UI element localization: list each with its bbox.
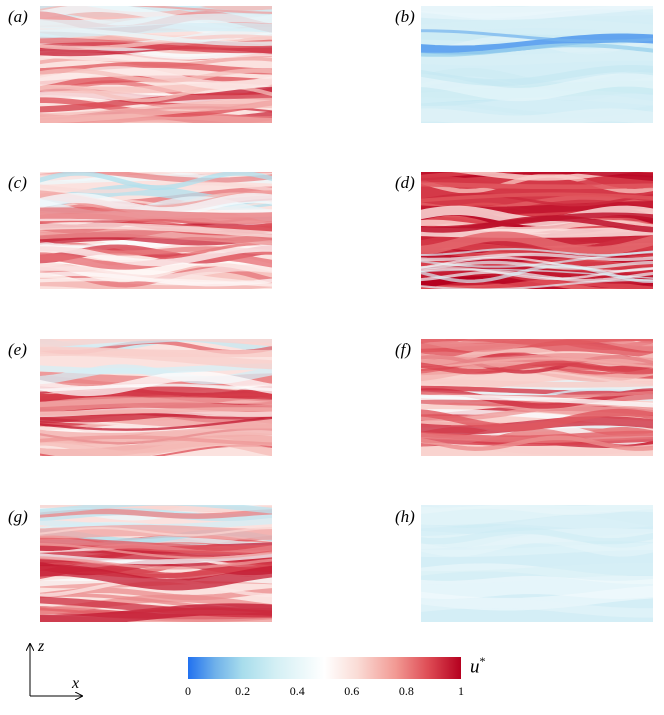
- colorbar-tick: 0.4: [289, 684, 305, 698]
- velocity-field-b: [421, 6, 653, 123]
- colorbar: [188, 657, 461, 679]
- velocity-field-a: [40, 6, 272, 123]
- velocity-field-c: [40, 172, 272, 289]
- panel-label-f: (f): [395, 340, 412, 359]
- colorbar-tick: 0: [185, 684, 191, 698]
- panel-label-g: (g): [8, 507, 28, 526]
- panel-label-h: (h): [395, 507, 415, 526]
- panel-label-d: (d): [395, 173, 415, 192]
- velocity-field-g: [40, 505, 272, 622]
- panel-label-e: (e): [8, 340, 27, 359]
- axis-label-z: z: [38, 638, 45, 655]
- velocity-field-f: [421, 339, 653, 456]
- panel-label-b: (b): [395, 7, 415, 26]
- colorbar-tick: 0.6: [344, 684, 360, 698]
- colorbar-tick: 0.2: [235, 684, 251, 698]
- panel-label-a: (a): [8, 7, 28, 26]
- colorbar-tick: 1: [458, 684, 464, 698]
- coordinate-axes: [16, 640, 106, 710]
- panel-label-c: (c): [8, 173, 27, 192]
- velocity-field-d: [421, 172, 653, 289]
- axis-label-x: x: [72, 675, 80, 692]
- velocity-field-h: [421, 505, 653, 622]
- velocity-field-e: [40, 339, 272, 456]
- colorbar-tick: 0.8: [398, 684, 414, 698]
- colorbar-label: u*: [470, 654, 486, 678]
